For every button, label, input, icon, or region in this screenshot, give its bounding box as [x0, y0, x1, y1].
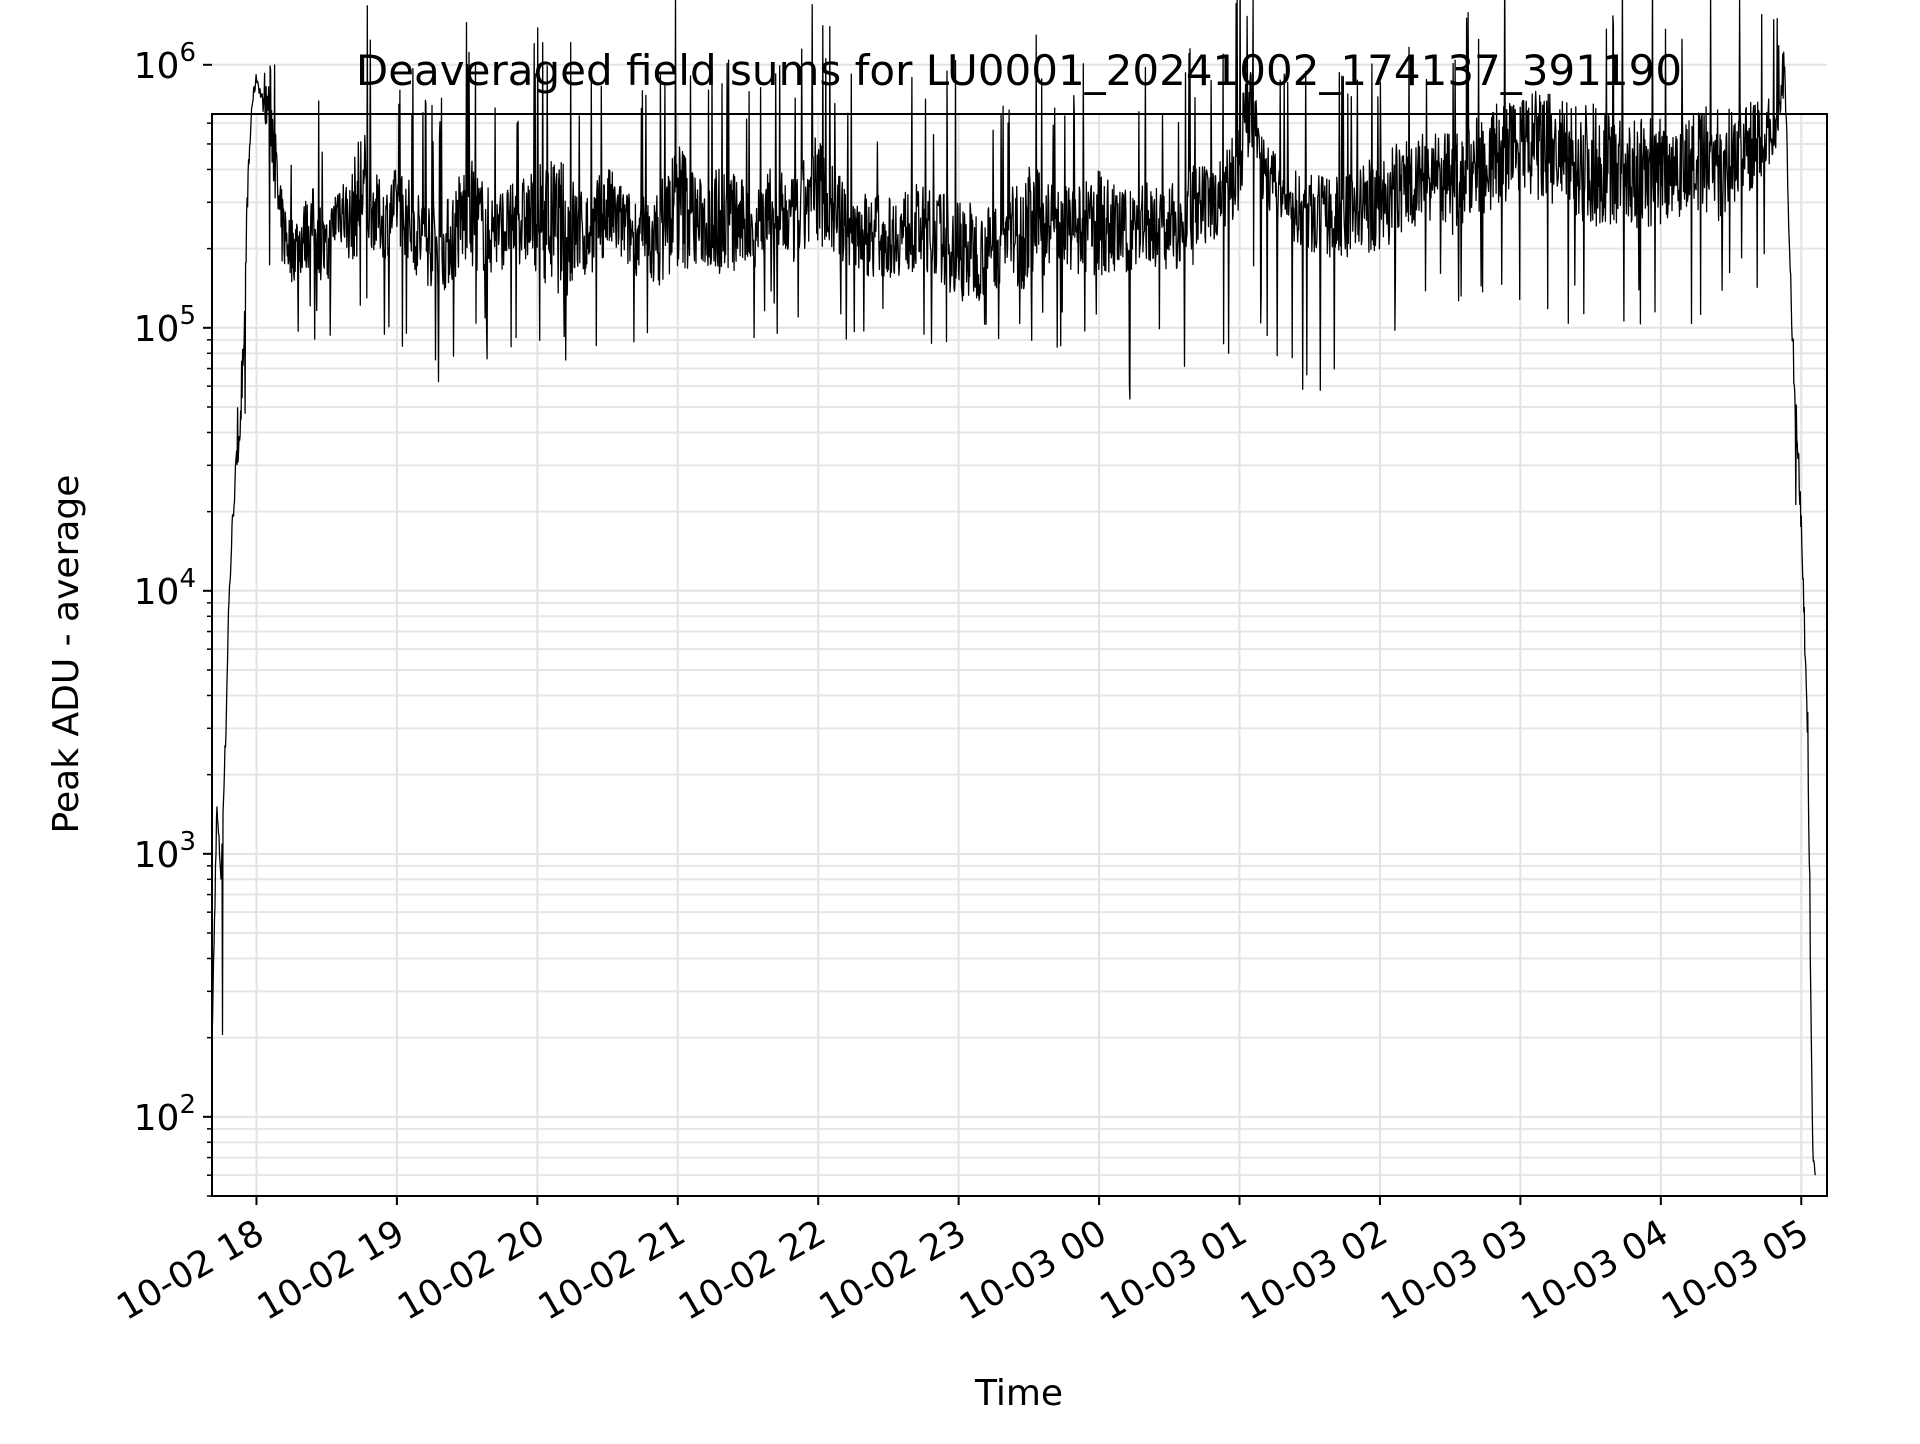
y-tick-label: 102: [134, 1090, 196, 1139]
y-axis-label: Peak ADU - average: [46, 475, 87, 834]
grid-lines: [207, 63, 1827, 1197]
plot-frame: [211, 113, 1828, 1197]
y-tick-label: 104: [134, 564, 196, 613]
y-tick-label: 105: [134, 301, 196, 350]
chart-title: Deaveraged field sums for LU0001_2024100…: [356, 46, 1682, 95]
series-layer: [211, 0, 1816, 1176]
y-tick-label: 106: [134, 38, 196, 87]
x-axis-label: Time: [974, 1373, 1063, 1414]
y-axis: 102 103 104 105 106: [134, 38, 212, 1139]
y-tick-label: 103: [134, 827, 196, 876]
series-line: [211, 0, 1816, 1176]
